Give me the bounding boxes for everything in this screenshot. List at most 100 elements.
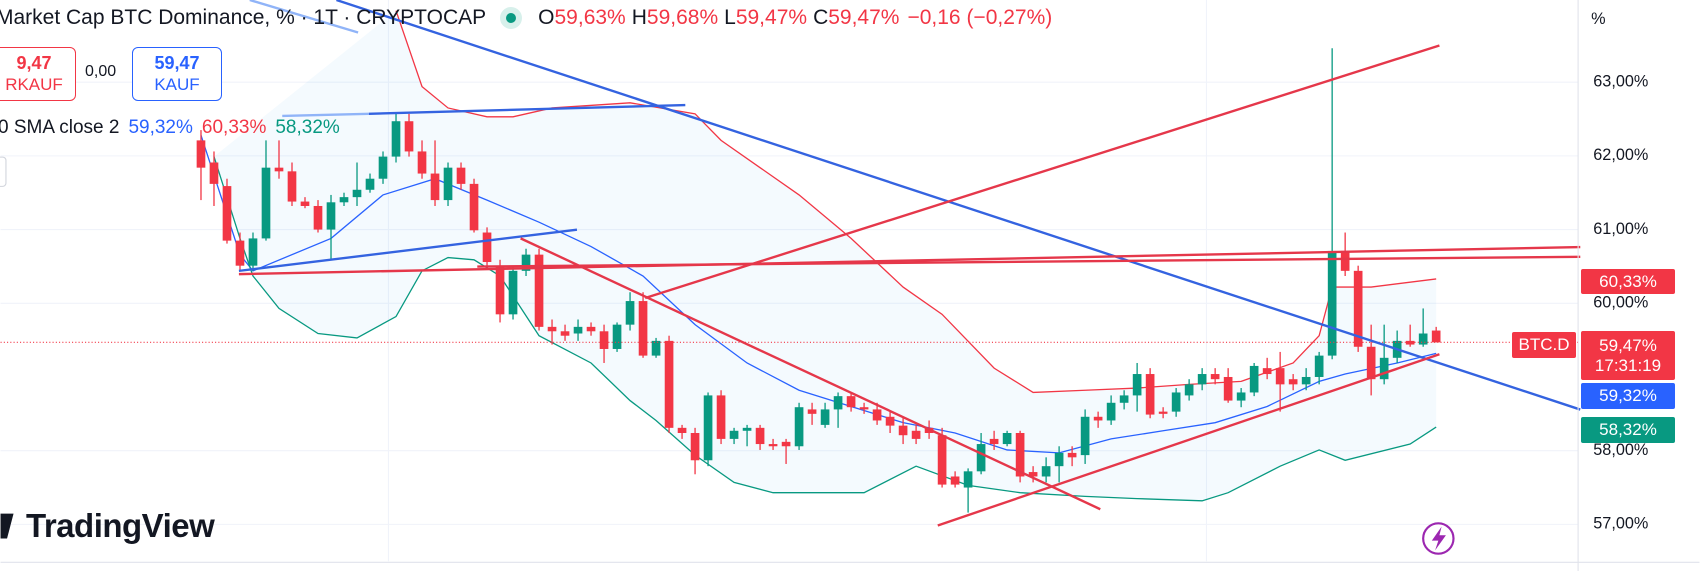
candle-body [781,441,791,447]
candle-body [586,326,596,332]
brand: TradingView [26,507,215,544]
candle-body [1288,379,1298,385]
candle-body [1275,368,1285,385]
candle-body [1028,472,1038,477]
candle-body [534,254,544,327]
candle-body [690,433,700,461]
candle-body [638,301,648,356]
candle-body [352,189,362,198]
indicator-value: 59,32% [128,117,193,138]
candle-body [820,409,830,425]
buy-button[interactable]: 59,47 KAUF [132,47,222,101]
y-tick-label: 57,00% [1593,515,1648,533]
candle-body [547,326,557,332]
candle-body [521,254,531,271]
candle-body [1262,368,1272,375]
drawings [238,0,1581,527]
candle-body [911,430,921,439]
candle-body [339,197,349,203]
lower-band-label: 58,32% [1581,417,1675,443]
candle-body [1236,392,1246,401]
alert-icon[interactable] [1422,522,1455,555]
y-tick-label: 62,00% [1593,146,1648,164]
candle-body [989,438,999,445]
ohlc-key: C [813,6,829,29]
candle-body [1184,384,1194,396]
candle-body [430,173,440,201]
candle-body [443,167,453,201]
candle-body [885,416,895,426]
ohlc-value: 59,63% [554,6,626,29]
candle-body [976,444,986,472]
candle-body [755,427,765,445]
candle-body [1301,376,1311,385]
indicator-legend: 0 SMA close 2 59,32% 60,33% 58,32% [0,117,349,139]
candle-body [651,340,661,356]
candle-body [1054,452,1064,467]
candle-body [807,409,817,414]
candle-body [1418,333,1428,345]
alert-bolt[interactable] [1431,526,1446,551]
trend-line [520,237,1101,511]
candle-body [287,171,297,202]
candle-body [482,232,492,263]
candle-body [833,396,843,410]
candle-body [716,395,726,439]
candle-body [1158,411,1168,414]
candle-body [378,156,388,179]
candle-body [300,201,310,206]
candle-body [1327,250,1337,356]
candle-body [859,407,869,410]
candle-body [599,331,609,349]
candle-body [248,238,258,266]
ohlc-value: 59,68% [646,6,719,29]
trend-line [336,0,1581,411]
axis-unit: % [1591,10,1605,28]
symbol-label: BTC.D [1512,332,1576,358]
band-area [213,10,1437,501]
ohlc-key: H [631,6,647,29]
candle-body [235,240,245,266]
side-button[interactable] [0,156,7,187]
candle-body [729,430,739,439]
candle-body [1106,402,1116,421]
trend-line [937,353,1440,527]
candle-body [417,151,427,174]
countdown: 17:31:19 [1594,355,1662,375]
candles [0,48,1579,513]
sell-button[interactable]: 9,47 RKAUF [0,47,76,101]
ohlc-key: L [724,6,736,29]
candle-body [1431,330,1441,343]
candle-body [1093,416,1103,421]
candle-body [209,162,219,184]
candle-body [274,167,284,172]
candle-body [1067,452,1077,458]
candle-body [846,396,856,408]
candle-body [1366,346,1376,380]
candle-body [1314,355,1324,377]
candle-body [794,407,804,447]
candle-body [573,326,583,334]
candle-body [898,425,908,436]
market-status [500,7,523,29]
trend-line [282,112,369,118]
ohlc-key: O [538,6,555,29]
candle-body [222,186,232,241]
candle-body [612,324,622,349]
candle-body [1379,357,1389,380]
candle-body [261,167,271,239]
candle-body [677,427,687,434]
candle-body [1132,374,1142,396]
candle-body [664,340,674,428]
candle-body [1223,376,1233,401]
candle-body [1015,433,1025,477]
candle-body [313,205,323,230]
middle-band-label: 59,32% [1581,383,1675,409]
y-tick-label: 58,00% [1593,441,1648,459]
candle-body [1041,466,1051,477]
price-axis: 57,00% 58,00% 60,00% 61,00% 62,00% 63,00% [1593,72,1648,532]
candle-body [196,140,206,168]
trend-line [368,103,686,115]
